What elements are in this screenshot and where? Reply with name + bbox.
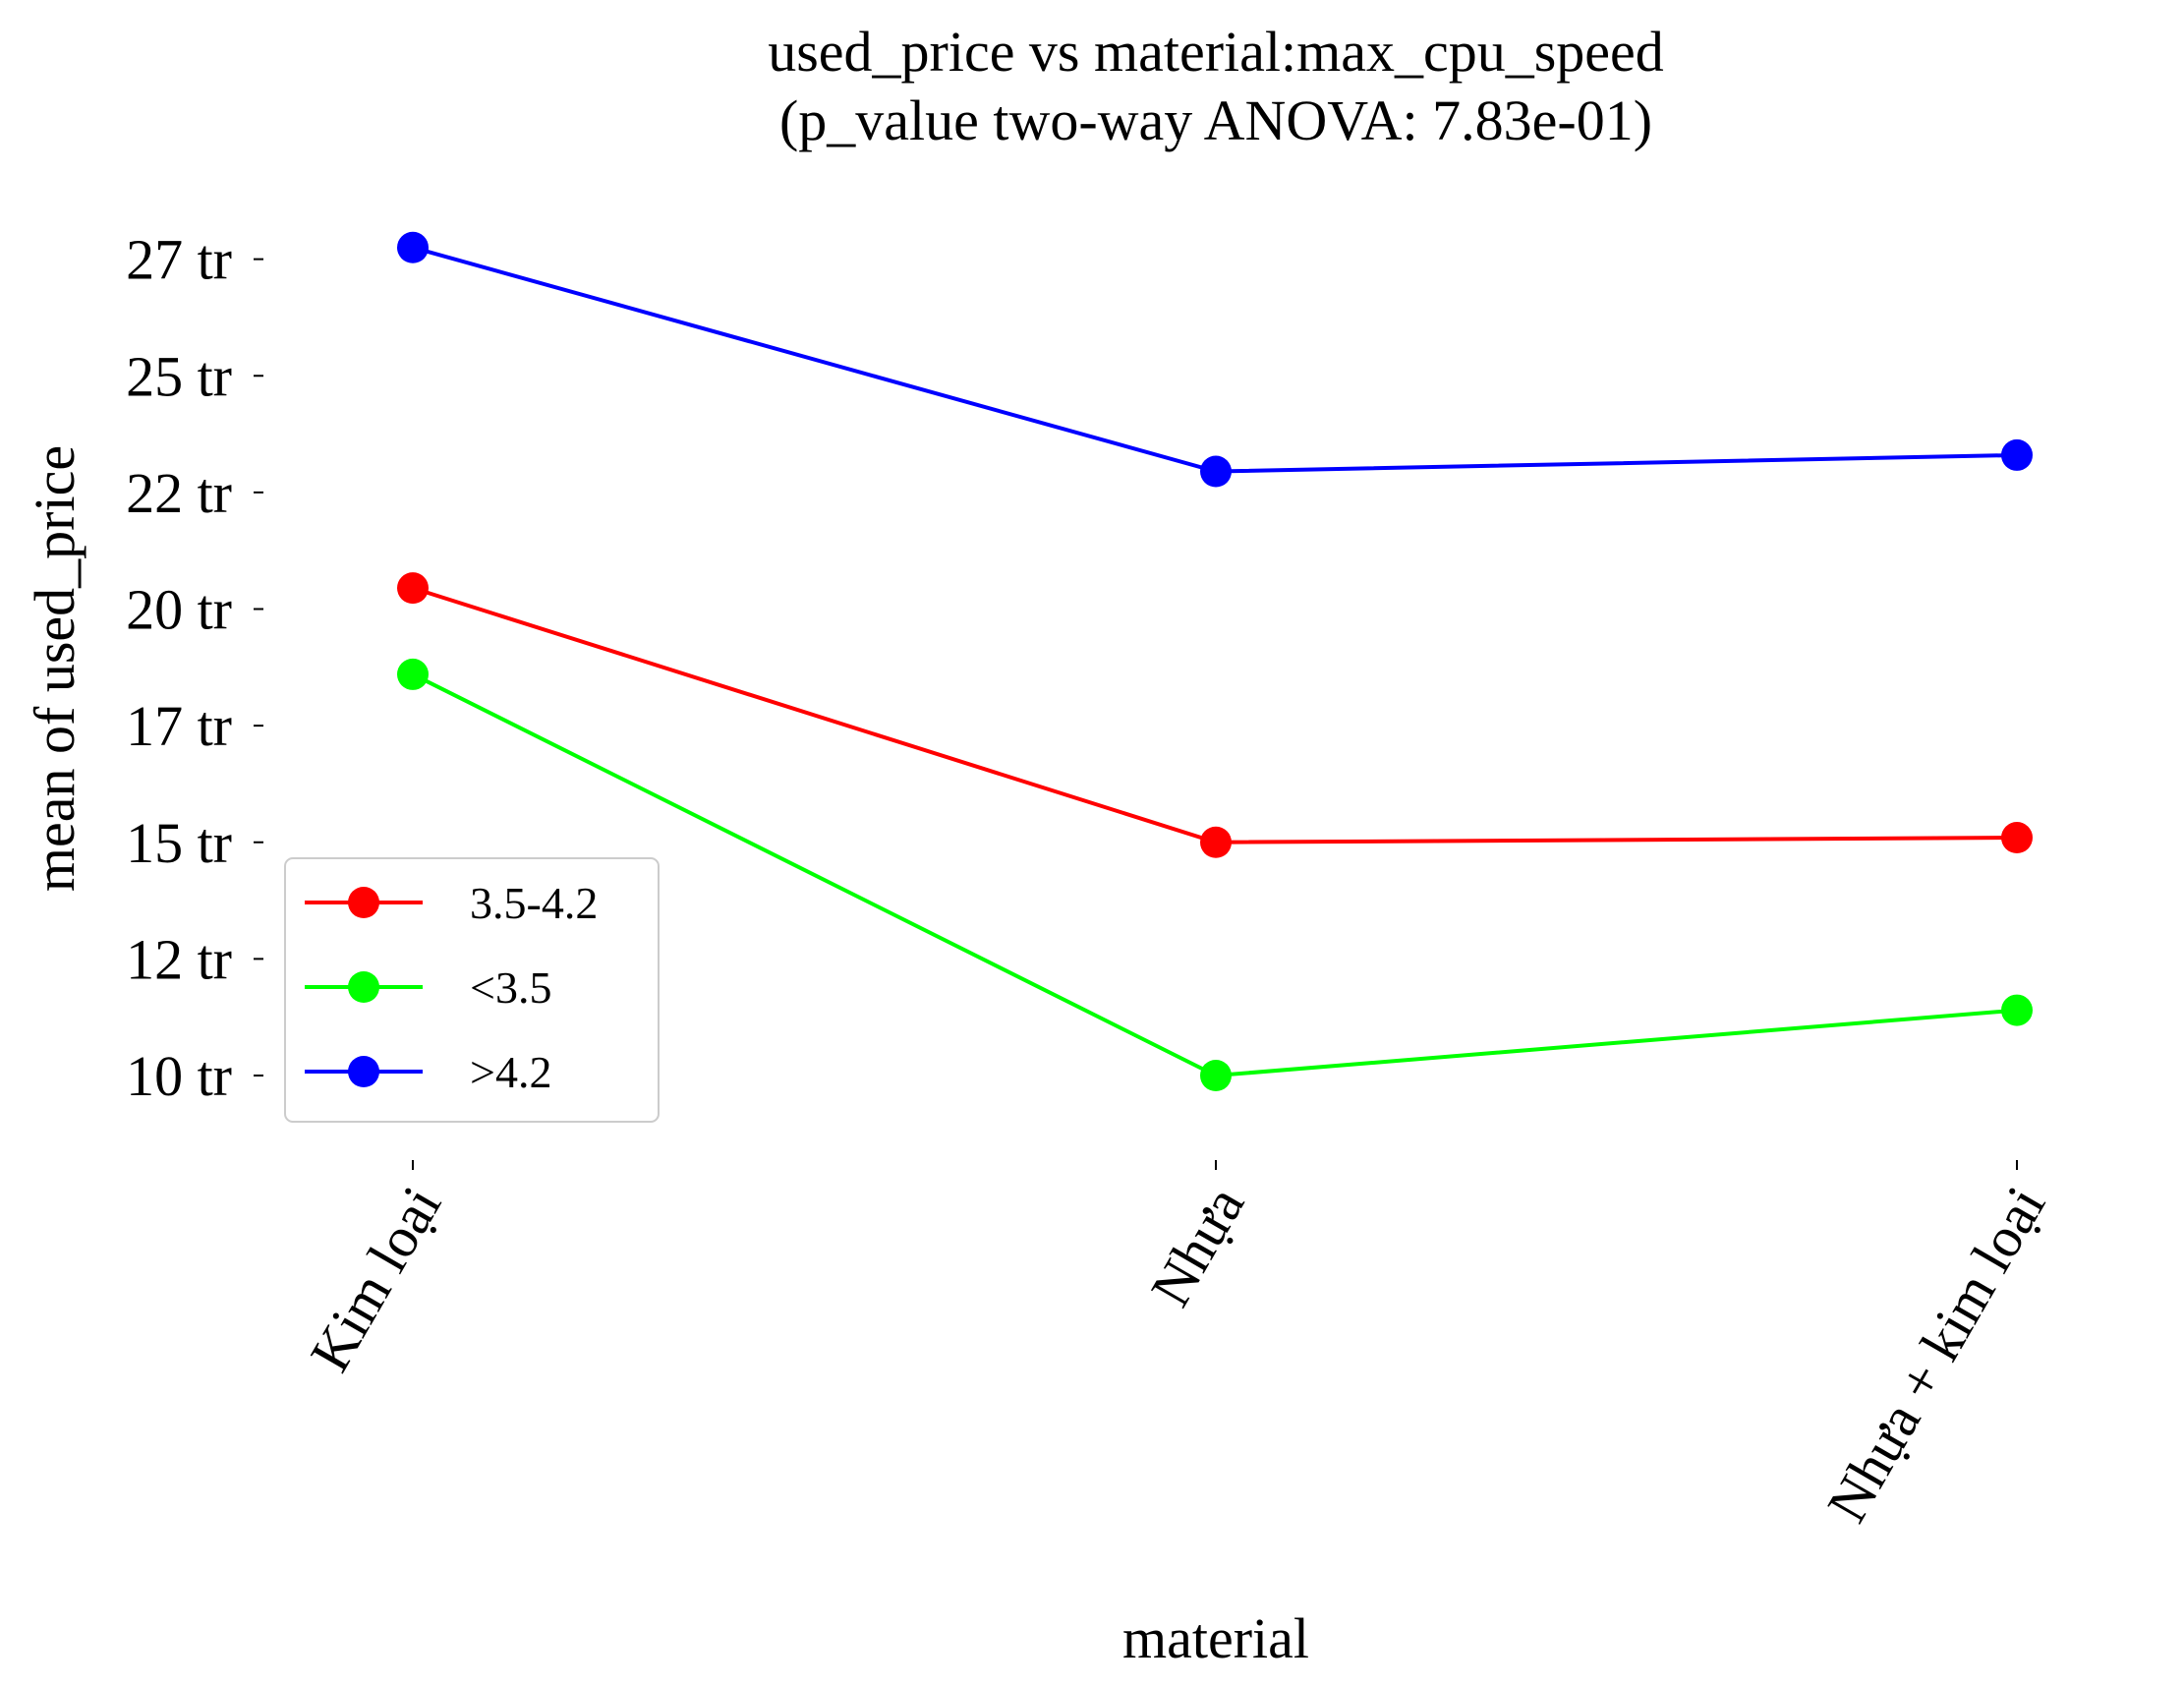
- legend-label: <3.5: [470, 962, 551, 1013]
- y-axis-label: mean of used_price: [23, 445, 86, 892]
- data-point: [1200, 1060, 1232, 1091]
- data-point: [397, 658, 429, 690]
- data-point: [397, 572, 429, 605]
- legend: 3.5-4.2 <3.5 >4.2: [284, 857, 660, 1123]
- legend-marker: [348, 887, 379, 918]
- legend-box: [284, 857, 660, 1123]
- y-axis: 10 tr 12 tr 15 tr 17 tr 20 tr 22 tr 25 tr 27 tr: [126, 228, 263, 1108]
- data-point: [397, 231, 429, 263]
- y-tick-label: 27 tr: [126, 228, 232, 292]
- x-axis-label: material: [1122, 1606, 1309, 1670]
- data-point: [1200, 826, 1232, 858]
- y-tick-label: 15 tr: [126, 811, 232, 875]
- legend-marker: [348, 1056, 379, 1087]
- data-point: [1200, 455, 1232, 488]
- plot-area: [397, 231, 2033, 1091]
- y-tick-label: 12 tr: [126, 927, 232, 991]
- legend-label: >4.2: [470, 1047, 551, 1097]
- chart-title: used_price vs material:max_cpu_speed: [768, 20, 1664, 84]
- y-tick-label: 17 tr: [126, 694, 232, 758]
- y-tick-label: 20 tr: [126, 578, 232, 642]
- data-point: [2001, 822, 2033, 854]
- y-tick-label: 25 tr: [126, 344, 232, 408]
- data-point: [2001, 994, 2033, 1026]
- chart-subtitle: (p_value two-way ANOVA: 7.83e-01): [779, 88, 1652, 152]
- y-tick-label: 10 tr: [126, 1044, 232, 1108]
- legend-label: 3.5-4.2: [470, 878, 598, 928]
- data-point: [2001, 438, 2033, 471]
- legend-marker: [348, 971, 379, 1003]
- y-tick-label: 22 tr: [126, 461, 232, 525]
